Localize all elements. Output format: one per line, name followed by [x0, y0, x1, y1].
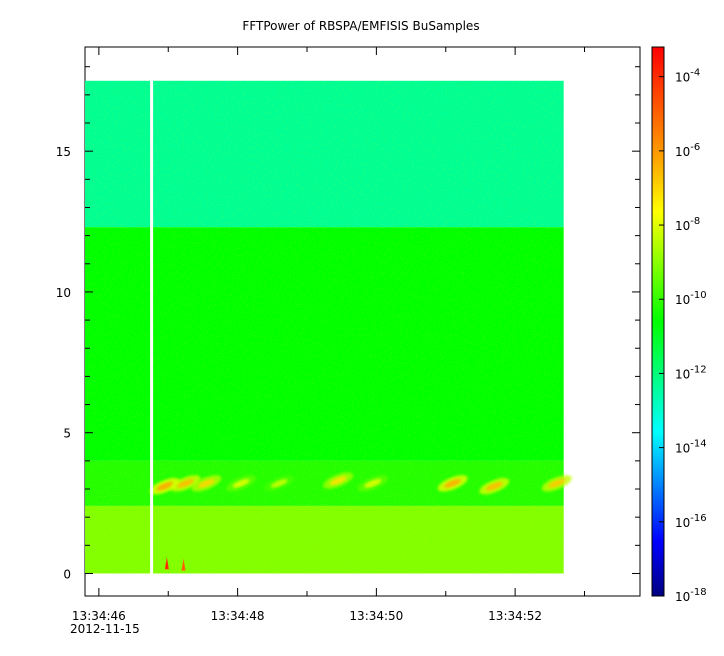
x-tick-label: 13:34:52: [488, 609, 542, 623]
colorbar-tick-label: 10-14: [675, 439, 707, 456]
colorbar-tick-label: 10-12: [675, 364, 707, 381]
colorbar: 10-4 10-6 10-8 10-10 10-12 10-14 10-16 10-18: [651, 46, 707, 604]
colorbar-tick-label: 10-6: [675, 142, 700, 159]
chart-title: FFTPower of RBSPA/EMFISIS BuSamples: [242, 19, 479, 33]
y-axis: 0 5 10 15: [56, 66, 640, 581]
colorbar-tick-label: 10-4: [675, 68, 700, 85]
spectrogram-spike: [181, 558, 186, 571]
colorbar-tick-label: 10-8: [675, 216, 700, 233]
y-tick-label: 5: [63, 427, 71, 441]
colorbar-tick-label: 10-10: [675, 290, 707, 307]
spectrogram-burst: [226, 475, 257, 492]
colorbar-gradient: [651, 46, 665, 597]
colorbar-ticks: 10-4 10-6 10-8 10-10 10-12 10-14 10-16 10-18: [659, 68, 707, 604]
colorbar-tick-label: 10-16: [675, 513, 707, 530]
spectrogram-burst: [149, 478, 180, 495]
y-tick-label: 0: [63, 567, 71, 581]
spectrogram-burst: [170, 475, 201, 492]
x-axis-date-label: 2012-11-15: [70, 622, 140, 636]
x-tick-label: 13:34:46: [72, 609, 126, 623]
y-tick-label: 15: [56, 145, 71, 159]
spectrogram-band-texture-cool: [85, 227, 564, 461]
x-tick-label: 13:34:48: [211, 609, 265, 623]
data-gap: [150, 80, 154, 574]
spectrogram-band-texture-cool: [85, 80, 564, 228]
spectrogram-burst: [357, 475, 388, 492]
spectrogram-burst: [437, 475, 468, 492]
spectrogram-image: [85, 80, 572, 574]
spectrogram-burst: [479, 478, 510, 495]
plot-area: 13:34:46 13:34:48 13:34:50 13:34:52 051015 …: [56, 46, 641, 636]
x-axis: 13:34:46 13:34:48 13:34:50 13:34:52: [72, 47, 585, 623]
spectrogram-burst: [191, 475, 222, 492]
spectrogram-band-texture-cool: [85, 505, 564, 574]
y-tick-label: 10: [56, 286, 71, 300]
spectrogram-burst: [264, 475, 295, 492]
spectrogram-spike: [164, 557, 169, 570]
colorbar-tick-label: 10-18: [675, 587, 707, 604]
spectrogram-burst: [541, 475, 572, 492]
x-tick-label: 13:34:50: [349, 609, 403, 623]
spectrogram-burst: [323, 472, 354, 489]
